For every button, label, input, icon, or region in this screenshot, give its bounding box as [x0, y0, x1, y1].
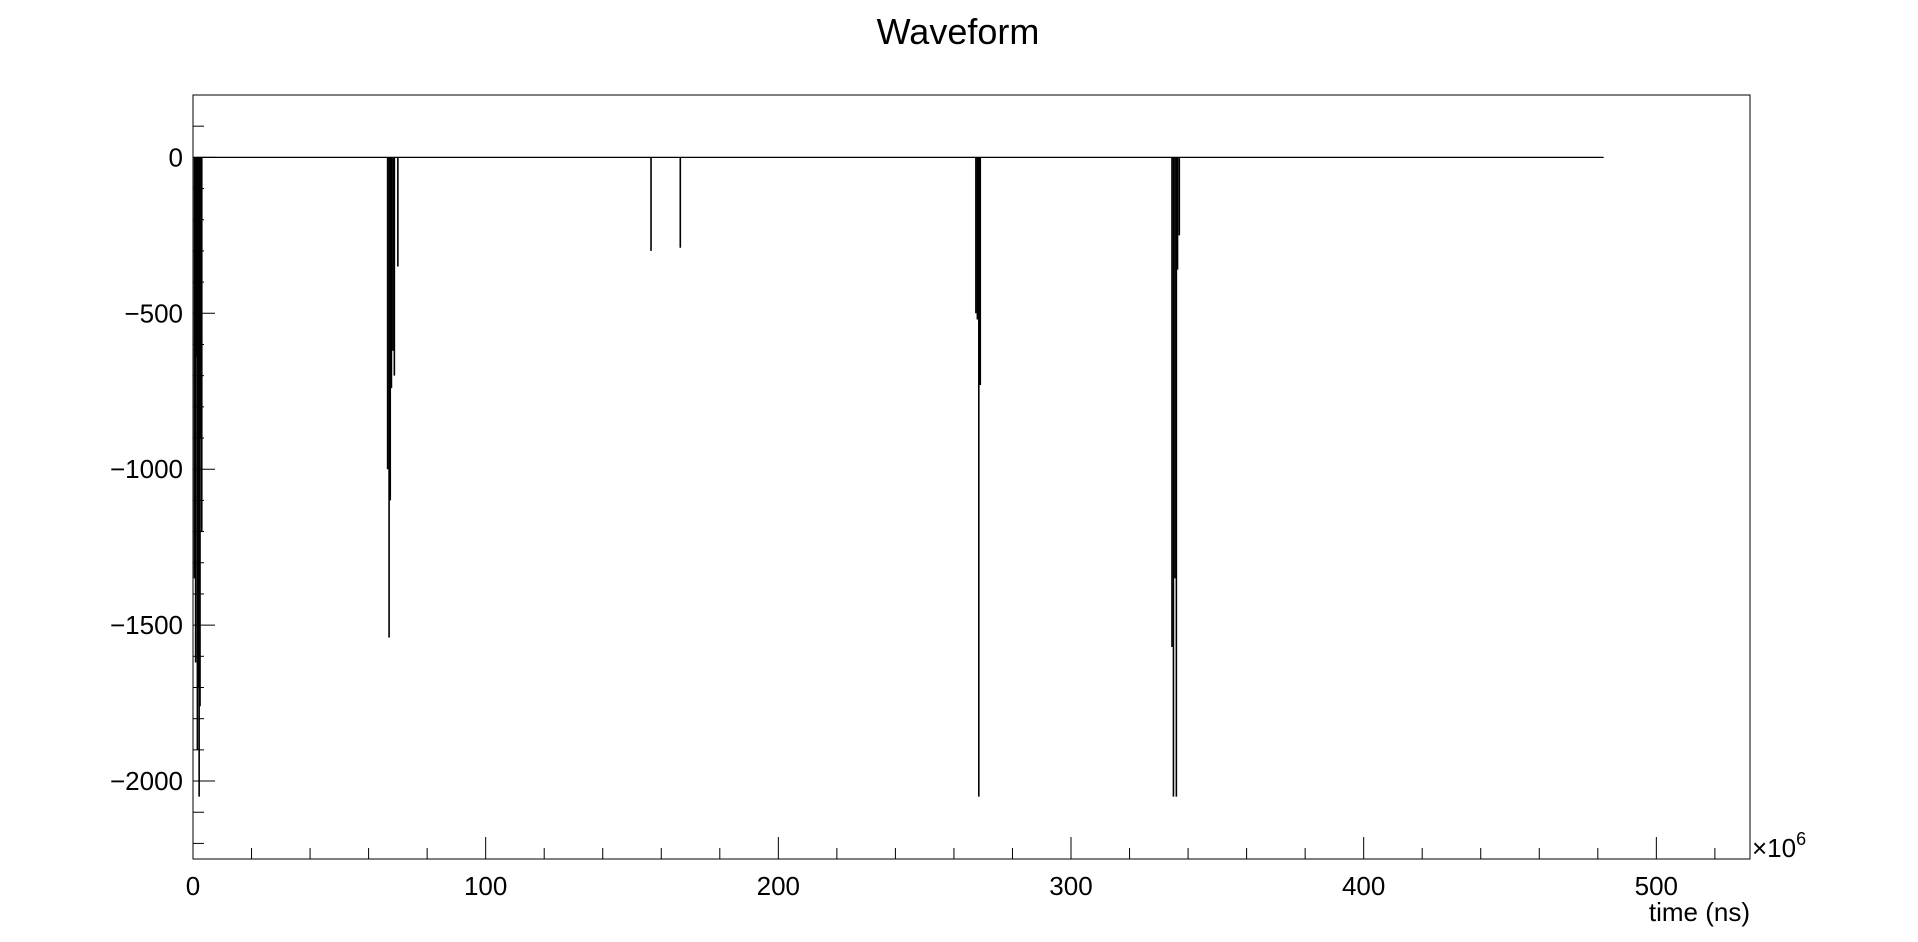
y-tick-label: −1000 — [110, 454, 183, 484]
y-tick-label: −2000 — [110, 766, 183, 796]
y-axis: 0 −500 −1000 −1500 −2000 — [110, 94, 215, 844]
chart-title: Waveform — [877, 11, 1040, 52]
x-axis-label: time (ns) — [1649, 897, 1750, 927]
x-axis-exponent: ×106 — [1752, 829, 1806, 863]
plot-frame — [192, 94, 1751, 860]
x-exponent-power: 6 — [1796, 829, 1806, 849]
x-tick-label: 0 — [186, 871, 200, 901]
x-tick-label: 100 — [464, 871, 507, 901]
y-tick-label: −1500 — [110, 610, 183, 640]
x-tick-label: 300 — [1049, 871, 1092, 901]
y-tick-label: 0 — [169, 142, 183, 172]
x-axis: 0 100 200 300 400 500 — [186, 837, 1716, 901]
y-tick-label: −500 — [124, 298, 183, 328]
waveform-series — [193, 156, 1604, 797]
x-exponent-base: ×10 — [1752, 833, 1796, 863]
x-tick-label: 200 — [757, 871, 800, 901]
x-tick-label: 500 — [1635, 871, 1678, 901]
x-tick-label: 400 — [1342, 871, 1385, 901]
